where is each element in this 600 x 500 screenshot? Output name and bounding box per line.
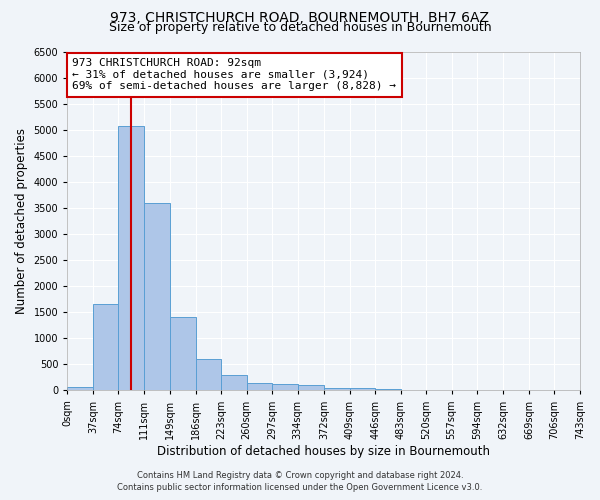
Bar — [118, 126, 144, 390]
Bar — [272, 384, 298, 390]
Bar — [93, 304, 118, 390]
Bar — [324, 388, 350, 390]
Bar — [375, 389, 401, 390]
Bar — [144, 202, 170, 390]
Text: 973 CHRISTCHURCH ROAD: 92sqm
← 31% of detached houses are smaller (3,924)
69% of: 973 CHRISTCHURCH ROAD: 92sqm ← 31% of de… — [73, 58, 397, 92]
Bar — [67, 386, 93, 390]
Y-axis label: Number of detached properties: Number of detached properties — [15, 128, 28, 314]
Bar — [247, 382, 272, 390]
Text: 973, CHRISTCHURCH ROAD, BOURNEMOUTH, BH7 6AZ: 973, CHRISTCHURCH ROAD, BOURNEMOUTH, BH7… — [110, 11, 490, 25]
X-axis label: Distribution of detached houses by size in Bournemouth: Distribution of detached houses by size … — [157, 444, 490, 458]
Bar — [170, 318, 196, 390]
Bar — [221, 375, 247, 390]
Text: Size of property relative to detached houses in Bournemouth: Size of property relative to detached ho… — [109, 22, 491, 35]
Bar — [298, 385, 324, 390]
Bar — [350, 388, 375, 390]
Bar — [196, 359, 221, 390]
Text: Contains HM Land Registry data © Crown copyright and database right 2024.
Contai: Contains HM Land Registry data © Crown c… — [118, 471, 482, 492]
